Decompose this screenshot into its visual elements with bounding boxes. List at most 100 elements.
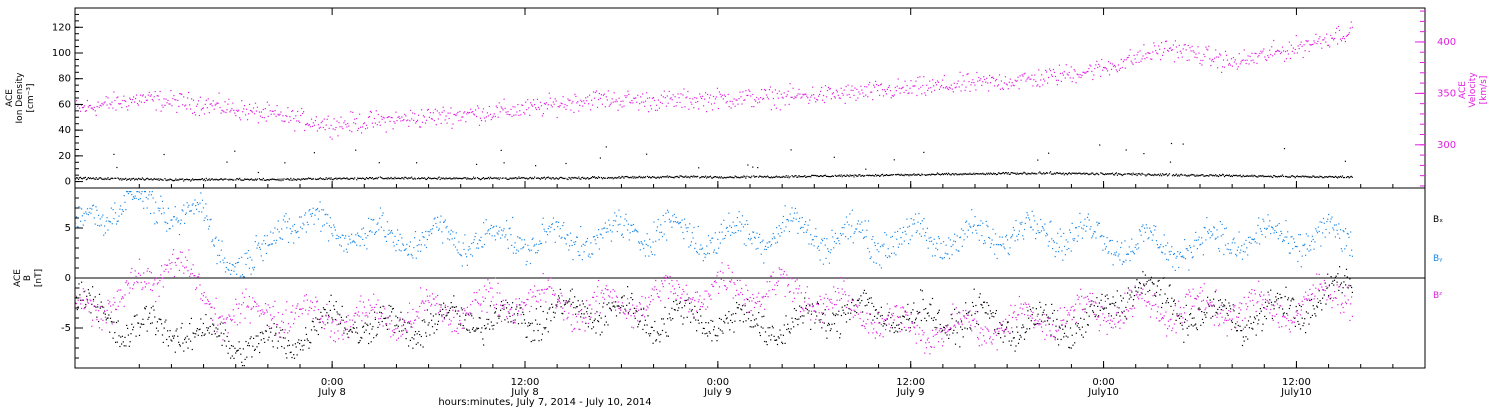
density-point [587, 177, 589, 179]
velocity-point [1339, 38, 1342, 40]
by-point [660, 224, 662, 226]
velocity-point [371, 122, 373, 124]
bx-point [637, 326, 639, 328]
by-point [299, 226, 302, 228]
density-point [1170, 142, 1173, 145]
velocity-point [863, 95, 865, 97]
velocity-point [1010, 85, 1012, 87]
by-point [101, 216, 103, 218]
density-point [1051, 173, 1054, 175]
bx-point [1291, 298, 1293, 300]
density-point [870, 175, 872, 177]
velocity-point [1250, 60, 1252, 62]
velocity-point [194, 114, 197, 116]
by-point [609, 224, 611, 226]
by-point [695, 242, 697, 245]
by-point [328, 225, 330, 227]
density-point [1261, 175, 1263, 177]
bx-point [1144, 274, 1146, 276]
by-point [147, 198, 149, 200]
bx-point [577, 300, 579, 302]
density-point [931, 173, 933, 175]
by-point [109, 221, 112, 223]
bx-point [491, 325, 493, 327]
density-point [638, 176, 640, 178]
bx-point [470, 313, 472, 315]
density-point [594, 177, 597, 179]
density-point [271, 178, 273, 180]
density-point [1255, 175, 1257, 178]
density-point [582, 176, 584, 178]
bx-point [1195, 327, 1198, 329]
velocity-point [904, 80, 906, 82]
bx-point [454, 306, 456, 308]
bx-point [985, 312, 987, 314]
density-point [1042, 173, 1044, 175]
density-point [390, 176, 392, 179]
density-point [743, 175, 745, 177]
bx-point [1298, 323, 1300, 325]
density-point [76, 177, 78, 179]
by-point [512, 252, 514, 254]
velocity-point [1257, 56, 1259, 58]
by-point [220, 249, 222, 251]
density-point [1069, 173, 1071, 175]
density-point [1309, 176, 1311, 178]
density-point [1101, 172, 1103, 174]
by-point [152, 197, 154, 199]
velocity-point [601, 103, 603, 105]
velocity-point [1312, 43, 1314, 45]
bx-point [741, 305, 744, 307]
velocity-point [668, 90, 670, 92]
velocity-point [857, 97, 859, 99]
bx-point [906, 318, 908, 320]
density-point [118, 178, 120, 180]
by-point [422, 236, 424, 238]
velocity-point [922, 84, 924, 87]
density-point [250, 178, 253, 180]
bx-point [909, 327, 911, 329]
by-point [247, 250, 250, 252]
by-point [350, 242, 352, 244]
velocity-point [736, 99, 738, 101]
by-point [485, 219, 487, 221]
bx-point [257, 335, 259, 337]
density-point [1113, 174, 1116, 176]
density-point [559, 176, 561, 179]
density-point [1217, 175, 1219, 177]
bx-point [1122, 297, 1124, 299]
density-point [1192, 174, 1194, 176]
density-point [875, 173, 877, 176]
density-point [945, 172, 947, 174]
by-point [173, 216, 175, 218]
bx-point [81, 281, 83, 283]
velocity-point [588, 103, 590, 105]
bx-point [480, 331, 482, 333]
density-point [198, 178, 200, 181]
bx-point [556, 305, 558, 307]
density-point [166, 179, 168, 182]
bx-point [1157, 280, 1159, 282]
by-point [544, 230, 546, 232]
density-point [1241, 176, 1243, 178]
velocity-point [804, 93, 806, 95]
density-point [1245, 175, 1247, 177]
density-point [1318, 176, 1320, 179]
bx-point [1305, 311, 1307, 313]
bx-point [1049, 317, 1051, 319]
bx-point [1286, 312, 1288, 315]
bx-point [646, 324, 648, 326]
density-point [905, 174, 907, 176]
bx-point [1351, 291, 1353, 293]
bx-point [1333, 284, 1335, 286]
bx-point [1017, 342, 1020, 344]
density-point [126, 179, 128, 181]
velocity-point [676, 101, 678, 103]
velocity-point [1138, 61, 1140, 63]
by-point [566, 234, 568, 236]
top-panel-frame [74, 7, 1426, 189]
bx-point [262, 333, 264, 335]
density-point [204, 180, 206, 182]
bx-point [466, 328, 468, 330]
density-point [178, 179, 180, 181]
